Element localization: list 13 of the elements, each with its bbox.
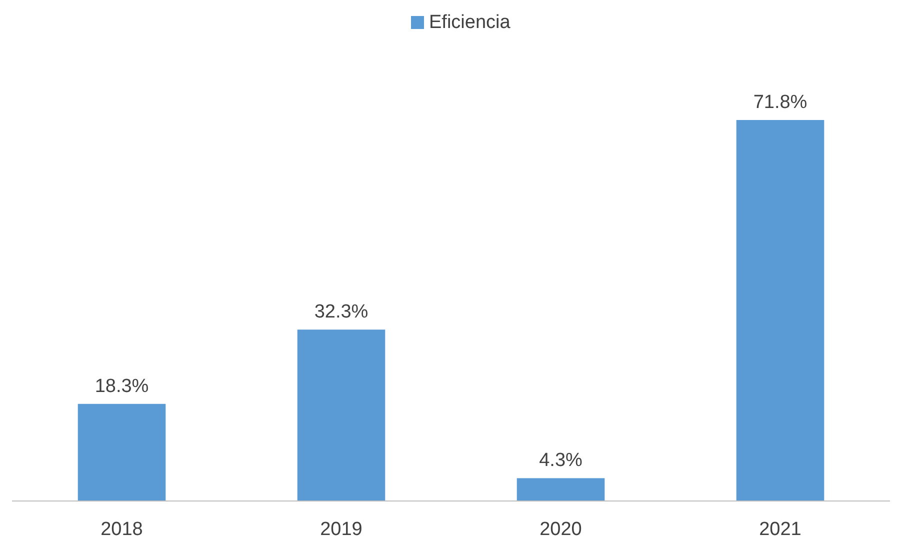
data-label: 18.3% [94, 376, 149, 397]
x-tick-label: 2019 [320, 519, 362, 540]
bar [516, 478, 605, 501]
x-tick-label: 2020 [540, 519, 582, 540]
data-label: 32.3% [314, 302, 368, 323]
bar [78, 404, 166, 501]
x-tick-label: 2018 [100, 519, 143, 540]
data-label: 4.3% [539, 450, 583, 472]
bar [736, 120, 824, 501]
bar [297, 330, 386, 501]
data-label: 71.8% [753, 92, 808, 113]
legend-label: Eficiencia [429, 12, 511, 33]
x-tick-label: 2021 [759, 519, 802, 540]
